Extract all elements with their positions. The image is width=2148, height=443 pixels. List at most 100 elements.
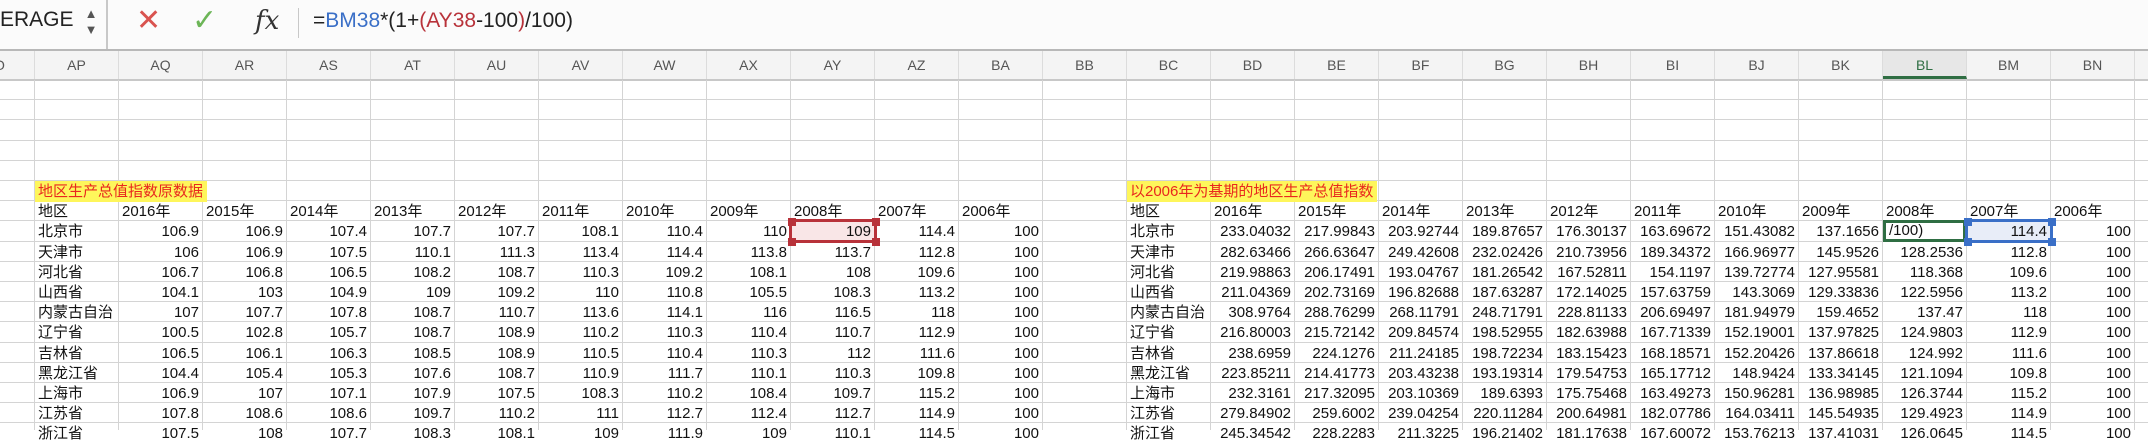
value-cell[interactable]: 148.9424 — [1732, 364, 1795, 382]
value-cell[interactable]: 106.9 — [161, 385, 199, 402]
enter-check-icon[interactable]: ✓ — [192, 4, 218, 37]
value-cell[interactable]: 114.1 — [666, 304, 703, 322]
region-name-cell[interactable]: 内蒙古自治 — [1130, 304, 1206, 322]
value-cell[interactable]: 108.3 — [833, 284, 871, 301]
value-cell[interactable]: 248.71791 — [1472, 304, 1543, 322]
value-cell[interactable]: 112.9 — [918, 324, 955, 342]
value-cell[interactable]: 279.84902 — [1220, 405, 1291, 423]
value-cell[interactable]: 182.07786 — [1640, 405, 1711, 423]
value-cell[interactable]: 137.86618 — [1808, 344, 1879, 362]
value-cell[interactable]: 108.2 — [413, 263, 451, 281]
value-cell[interactable]: 114.4 — [918, 223, 955, 241]
value-cell[interactable]: 139.72774 — [1724, 263, 1795, 281]
value-cell[interactable]: 112.8 — [2010, 243, 2047, 261]
range-resize-handle[interactable] — [1964, 218, 1972, 227]
table-header-cell[interactable]: 2011年 — [542, 203, 590, 221]
value-cell[interactable]: 116.5 — [834, 304, 871, 322]
value-cell[interactable]: 189.6393 — [1480, 385, 1543, 402]
value-cell[interactable]: 215.72142 — [1304, 324, 1375, 342]
active-cell-editor[interactable]: /100) — [1883, 220, 1966, 243]
value-cell[interactable]: 266.63647 — [1304, 243, 1375, 261]
value-cell[interactable]: 108.3 — [581, 385, 619, 402]
column-header-BH[interactable]: BH — [1547, 51, 1631, 79]
region-name-cell[interactable]: 浙江省 — [1130, 425, 1176, 443]
value-cell[interactable]: 114.9 — [2010, 405, 2047, 423]
column-header-BL[interactable]: BL — [1883, 51, 1967, 79]
value-cell[interactable]: 107.5 — [329, 243, 367, 261]
column-header-BF[interactable]: BF — [1379, 51, 1463, 79]
column-header-BM[interactable]: BM — [1967, 51, 2051, 79]
value-cell[interactable]: 105.7 — [329, 324, 367, 342]
value-cell[interactable]: 104.4 — [161, 364, 199, 382]
value-cell[interactable]: 107.6 — [413, 364, 451, 382]
value-cell[interactable]: 196.21402 — [1472, 425, 1543, 443]
value-cell[interactable]: 100 — [1013, 263, 1039, 281]
value-cell[interactable]: 214.41773 — [1304, 364, 1375, 382]
value-cell[interactable]: 106.9 — [245, 243, 283, 261]
value-cell[interactable]: 124.9803 — [1900, 324, 1963, 342]
value-cell[interactable]: 143.3069 — [1732, 284, 1795, 301]
value-cell[interactable]: 228.2283 — [1312, 425, 1375, 443]
column-header-BJ[interactable]: BJ — [1715, 51, 1799, 79]
value-cell[interactable]: 203.92744 — [1388, 223, 1459, 241]
value-cell[interactable]: 110.1 — [750, 364, 787, 382]
region-name-cell[interactable]: 河北省 — [1130, 263, 1176, 281]
value-cell[interactable]: 108 — [845, 263, 871, 281]
region-name-cell[interactable]: 山西省 — [38, 284, 84, 301]
column-header-AZ[interactable]: AZ — [875, 51, 959, 79]
table-header-cell[interactable]: 2009年 — [710, 203, 759, 221]
value-cell[interactable]: 100 — [1013, 304, 1039, 322]
value-cell[interactable]: 238.6959 — [1228, 344, 1291, 362]
value-cell[interactable]: 175.75468 — [1556, 385, 1627, 402]
value-cell[interactable]: 106.9 — [245, 223, 283, 241]
value-cell[interactable]: 105.3 — [329, 364, 367, 382]
value-cell[interactable]: 115.2 — [2010, 385, 2047, 402]
range-resize-handle[interactable] — [872, 218, 880, 227]
range-resize-handle[interactable] — [1964, 238, 1972, 247]
table-header-cell[interactable]: 2007年 — [1970, 203, 2019, 221]
value-cell[interactable]: 164.03411 — [1725, 405, 1795, 423]
value-cell[interactable]: 109.7 — [833, 385, 871, 402]
value-cell[interactable]: 100 — [1013, 364, 1039, 382]
table-header-cell[interactable]: 2013年 — [1466, 203, 1515, 221]
value-cell[interactable]: 105.5 — [749, 284, 787, 301]
column-header-AP[interactable]: AP — [35, 51, 119, 79]
column-header-AT[interactable]: AT — [371, 51, 455, 79]
value-cell[interactable]: 106.8 — [245, 263, 283, 281]
column-header-BD[interactable]: BD — [1211, 51, 1295, 79]
region-name-cell[interactable]: 江苏省 — [38, 405, 84, 423]
value-cell[interactable]: 183.15423 — [1556, 344, 1627, 362]
region-name-cell[interactable]: 黑龙江省 — [38, 364, 99, 382]
table-header-cell[interactable]: 2012年 — [1550, 203, 1599, 221]
value-cell[interactable]: 110 — [763, 223, 787, 241]
region-name-cell[interactable]: 北京市 — [38, 223, 84, 241]
value-cell[interactable]: 107 — [257, 385, 283, 402]
value-cell[interactable]: 100 — [2105, 344, 2131, 362]
region-name-cell[interactable]: 上海市 — [1130, 385, 1176, 402]
value-cell[interactable]: 133.34145 — [1808, 364, 1879, 382]
reference-range-BM38[interactable] — [1965, 219, 2053, 244]
region-name-cell[interactable]: 浙江省 — [38, 425, 84, 443]
value-cell[interactable]: 110.3 — [750, 344, 787, 362]
value-cell[interactable]: 211.04369 — [1221, 284, 1291, 301]
value-cell[interactable]: 110.7 — [498, 304, 535, 322]
value-cell[interactable]: 113.6 — [582, 304, 619, 322]
value-cell[interactable]: 157.63759 — [1640, 284, 1711, 301]
value-cell[interactable]: 137.97825 — [1808, 324, 1879, 342]
value-cell[interactable]: 216.80003 — [1220, 324, 1291, 342]
value-cell[interactable]: 109.6 — [917, 263, 955, 281]
table-header-cell[interactable]: 地区 — [1130, 203, 1161, 221]
value-cell[interactable]: 106.7 — [161, 263, 199, 281]
value-cell[interactable]: 224.1276 — [1312, 344, 1375, 362]
column-header-AX[interactable]: AX — [707, 51, 791, 79]
table-header-cell[interactable]: 2016年 — [1214, 203, 1263, 221]
value-cell[interactable]: 100.5 — [161, 324, 199, 342]
value-cell[interactable]: 107.7 — [245, 304, 283, 322]
value-cell[interactable]: 100 — [2105, 364, 2131, 382]
value-cell[interactable]: 202.73169 — [1304, 284, 1375, 301]
value-cell[interactable]: 167.60072 — [1640, 425, 1711, 443]
value-cell[interactable]: 145.54935 — [1808, 405, 1879, 423]
value-cell[interactable]: 163.49273 — [1640, 385, 1711, 402]
value-cell[interactable]: 206.69497 — [1640, 304, 1711, 322]
value-cell[interactable]: 106.5 — [329, 263, 367, 281]
